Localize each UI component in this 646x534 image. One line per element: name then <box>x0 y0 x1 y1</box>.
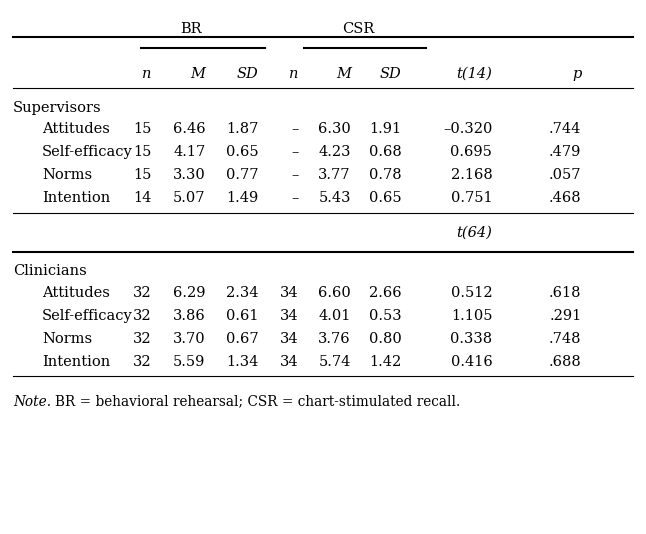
Text: 34: 34 <box>280 309 298 323</box>
Text: 3.76: 3.76 <box>318 332 351 345</box>
Text: 4.17: 4.17 <box>173 145 205 159</box>
Text: 32: 32 <box>133 332 152 345</box>
Text: –: – <box>291 145 298 159</box>
Text: 1.91: 1.91 <box>370 122 402 136</box>
Text: –: – <box>291 168 298 182</box>
Text: 3.70: 3.70 <box>172 332 205 345</box>
Text: .688: .688 <box>548 355 581 368</box>
Text: SD: SD <box>236 67 258 81</box>
Text: 0.695: 0.695 <box>450 145 492 159</box>
Text: n: n <box>289 67 298 81</box>
Text: 0.416: 0.416 <box>450 355 492 368</box>
Text: 2.168: 2.168 <box>450 168 492 182</box>
Text: 0.80: 0.80 <box>369 332 402 345</box>
Text: 0.338: 0.338 <box>450 332 492 345</box>
Text: 0.751: 0.751 <box>451 191 492 205</box>
Text: .748: .748 <box>549 332 581 345</box>
Text: 6.29: 6.29 <box>173 286 205 300</box>
Text: .291: .291 <box>549 309 581 323</box>
Text: 3.77: 3.77 <box>318 168 351 182</box>
Text: 32: 32 <box>133 286 152 300</box>
Text: t(14): t(14) <box>456 67 492 81</box>
Text: 5.43: 5.43 <box>318 191 351 205</box>
Text: t(64): t(64) <box>456 225 492 239</box>
Text: 0.61: 0.61 <box>226 309 258 323</box>
Text: 15: 15 <box>134 122 152 136</box>
Text: Norms: Norms <box>42 332 92 345</box>
Text: 1.34: 1.34 <box>226 355 258 368</box>
Text: 0.77: 0.77 <box>226 168 258 182</box>
Text: 5.07: 5.07 <box>173 191 205 205</box>
Text: Self-efficacy: Self-efficacy <box>42 309 132 323</box>
Text: Note.: Note. <box>13 395 51 409</box>
Text: 6.46: 6.46 <box>172 122 205 136</box>
Text: –: – <box>291 122 298 136</box>
Text: 0.65: 0.65 <box>225 145 258 159</box>
Text: 1.49: 1.49 <box>226 191 258 205</box>
Text: .468: .468 <box>548 191 581 205</box>
Text: 0.78: 0.78 <box>369 168 402 182</box>
Text: 15: 15 <box>134 168 152 182</box>
Text: 5.59: 5.59 <box>173 355 205 368</box>
Text: 32: 32 <box>133 309 152 323</box>
Text: Intention: Intention <box>42 191 110 205</box>
Text: 4.23: 4.23 <box>318 145 351 159</box>
Text: SD: SD <box>380 67 402 81</box>
Text: Self-efficacy: Self-efficacy <box>42 145 132 159</box>
Text: .479: .479 <box>549 145 581 159</box>
Text: .057: .057 <box>549 168 581 182</box>
Text: n: n <box>142 67 152 81</box>
Text: 15: 15 <box>134 145 152 159</box>
Text: 2.66: 2.66 <box>369 286 402 300</box>
Text: 0.512: 0.512 <box>451 286 492 300</box>
Text: Intention: Intention <box>42 355 110 368</box>
Text: M: M <box>191 67 205 81</box>
Text: 34: 34 <box>280 355 298 368</box>
Text: .618: .618 <box>549 286 581 300</box>
Text: p: p <box>572 67 581 81</box>
Text: 0.65: 0.65 <box>369 191 402 205</box>
Text: 14: 14 <box>134 191 152 205</box>
Text: BR: BR <box>180 22 202 36</box>
Text: 5.74: 5.74 <box>318 355 351 368</box>
Text: –0.320: –0.320 <box>443 122 492 136</box>
Text: 6.30: 6.30 <box>318 122 351 136</box>
Text: 0.68: 0.68 <box>369 145 402 159</box>
Text: Clinicians: Clinicians <box>13 264 87 278</box>
Text: 1.42: 1.42 <box>370 355 402 368</box>
Text: 0.53: 0.53 <box>369 309 402 323</box>
Text: –: – <box>291 191 298 205</box>
Text: 1.87: 1.87 <box>226 122 258 136</box>
Text: 3.86: 3.86 <box>172 309 205 323</box>
Text: 34: 34 <box>280 332 298 345</box>
Text: 2.34: 2.34 <box>226 286 258 300</box>
Text: BR = behavioral rehearsal; CSR = chart-stimulated recall.: BR = behavioral rehearsal; CSR = chart-s… <box>55 395 460 409</box>
Text: Supervisors: Supervisors <box>13 101 101 115</box>
Text: CSR: CSR <box>342 22 375 36</box>
Text: Attitudes: Attitudes <box>42 122 110 136</box>
Text: Attitudes: Attitudes <box>42 286 110 300</box>
Text: M: M <box>336 67 351 81</box>
Text: .744: .744 <box>549 122 581 136</box>
Text: 4.01: 4.01 <box>318 309 351 323</box>
Text: 6.60: 6.60 <box>318 286 351 300</box>
Text: 32: 32 <box>133 355 152 368</box>
Text: 34: 34 <box>280 286 298 300</box>
Text: Norms: Norms <box>42 168 92 182</box>
Text: 0.67: 0.67 <box>225 332 258 345</box>
Text: 1.105: 1.105 <box>451 309 492 323</box>
Text: 3.30: 3.30 <box>172 168 205 182</box>
